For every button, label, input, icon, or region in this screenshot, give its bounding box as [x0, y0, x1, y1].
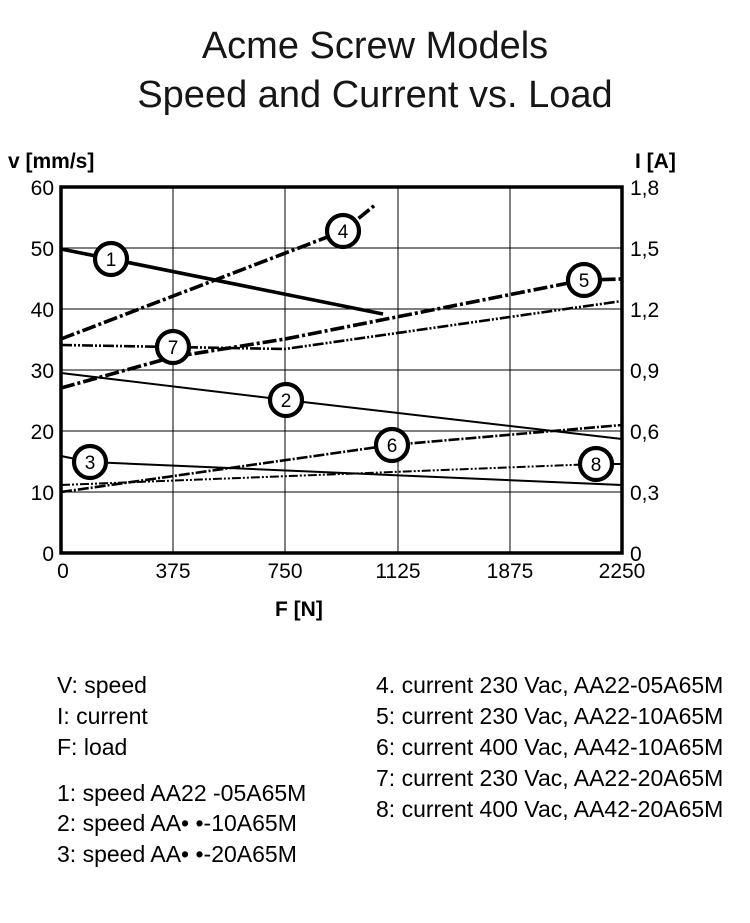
svg-text:7: 7: [168, 338, 179, 359]
svg-text:8: 8: [591, 455, 602, 476]
svg-text:6: 6: [387, 436, 398, 457]
svg-text:4: 4: [338, 222, 349, 243]
svg-text:5: 5: [579, 271, 590, 292]
svg-text:3: 3: [85, 453, 96, 474]
svg-text:1: 1: [106, 250, 117, 271]
svg-text:2: 2: [281, 391, 292, 412]
